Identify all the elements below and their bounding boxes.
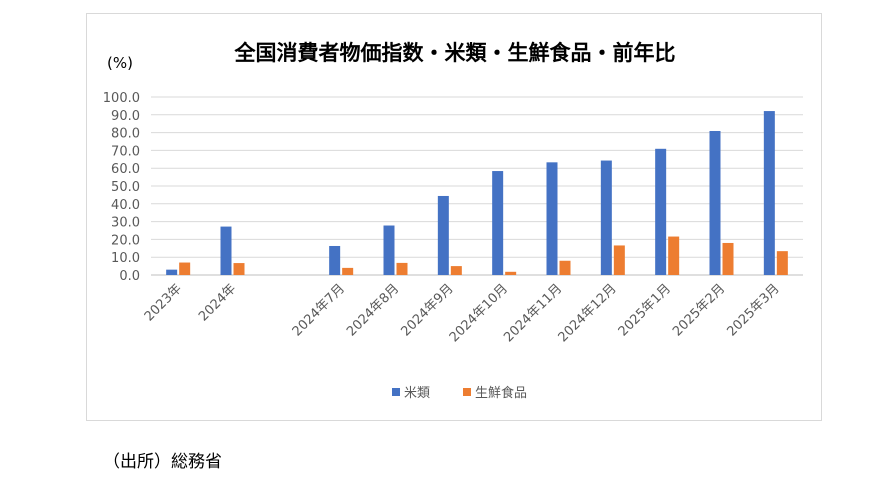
bar-fresh-food bbox=[776, 251, 788, 275]
x-tick-label: 2024年 bbox=[196, 281, 239, 324]
legend-label-rice: 米類 bbox=[404, 386, 430, 401]
x-tick-label: 2025年1月 bbox=[616, 281, 674, 339]
bar-fresh-food bbox=[613, 245, 625, 275]
x-axis-ticks: 2023年 2024年 2024年7月2024年8月2024年9月2024年10月2… bbox=[142, 281, 783, 345]
x-tick-label: 2024年7月 bbox=[290, 281, 348, 339]
y-tick-label: 20.0 bbox=[111, 233, 140, 248]
bar-rice bbox=[437, 195, 449, 275]
y-tick-label: 0.0 bbox=[119, 269, 140, 284]
y-axis-ticks: 0.0 10.0 20.0 30.0 40.0 50.0 60.0 70.0 80.0 90.0 1… bbox=[103, 91, 140, 284]
y-tick-label: 40.0 bbox=[111, 198, 140, 213]
bar-fresh-food bbox=[450, 266, 462, 275]
bar-rice bbox=[546, 162, 558, 275]
legend-swatch-fresh-food bbox=[463, 388, 471, 396]
y-tick-label: 70.0 bbox=[111, 144, 140, 159]
bar-rice bbox=[492, 171, 504, 275]
x-tick-label: 2024年8月 bbox=[344, 281, 402, 339]
y-tick-label: 90.0 bbox=[111, 109, 140, 124]
chart-title: 全国消費者物価指数・米類・生鮮食品・前年比 bbox=[234, 41, 676, 65]
chart-container: 全国消費者物価指数・米類・生鮮食品・前年比 (%) 0.0 10.0 20.0 30.… bbox=[86, 13, 822, 421]
bar-fresh-food bbox=[233, 263, 245, 275]
bar-rice bbox=[709, 130, 721, 275]
y-axis-unit-label: (%) bbox=[107, 54, 133, 72]
y-tick-label: 100.0 bbox=[103, 91, 140, 106]
bar-fresh-food bbox=[668, 236, 680, 275]
x-tick-label: 2024年12月 bbox=[556, 281, 620, 345]
y-tick-label: 30.0 bbox=[111, 216, 140, 231]
bar-fresh-food bbox=[505, 271, 517, 275]
bar-fresh-food bbox=[342, 267, 354, 275]
y-tick-label: 50.0 bbox=[111, 180, 140, 195]
bar-rice bbox=[600, 160, 612, 275]
bar-fresh-food bbox=[722, 242, 734, 275]
bar-fresh-food bbox=[396, 262, 408, 275]
bar-rice bbox=[166, 269, 178, 275]
bar-rice bbox=[383, 225, 395, 275]
legend-swatch-rice bbox=[392, 388, 400, 396]
x-tick-label: 2024年9月 bbox=[398, 281, 456, 339]
bar-rice bbox=[763, 111, 775, 275]
bars bbox=[166, 111, 788, 275]
bar-rice bbox=[655, 148, 667, 275]
x-tick-label: 2023年 bbox=[142, 281, 185, 324]
gridlines bbox=[151, 96, 803, 276]
chart-svg: 全国消費者物価指数・米類・生鮮食品・前年比 (%) 0.0 10.0 20.0 30.… bbox=[103, 41, 803, 401]
bar-fresh-food bbox=[559, 260, 571, 275]
bar-rice bbox=[329, 245, 341, 275]
bar-fresh-food bbox=[179, 262, 191, 275]
y-tick-label: 60.0 bbox=[111, 162, 140, 177]
x-tick-label: 2025年2月 bbox=[670, 281, 728, 339]
legend-label-fresh-food: 生鮮食品 bbox=[475, 385, 527, 401]
source-note: （出所）総務省 bbox=[103, 452, 222, 472]
bar-rice bbox=[220, 226, 232, 275]
y-tick-label: 10.0 bbox=[111, 251, 140, 266]
x-tick-label: 2025年3月 bbox=[724, 281, 782, 339]
y-tick-label: 80.0 bbox=[111, 127, 140, 142]
legend: 米類 生鮮食品 bbox=[392, 385, 527, 401]
